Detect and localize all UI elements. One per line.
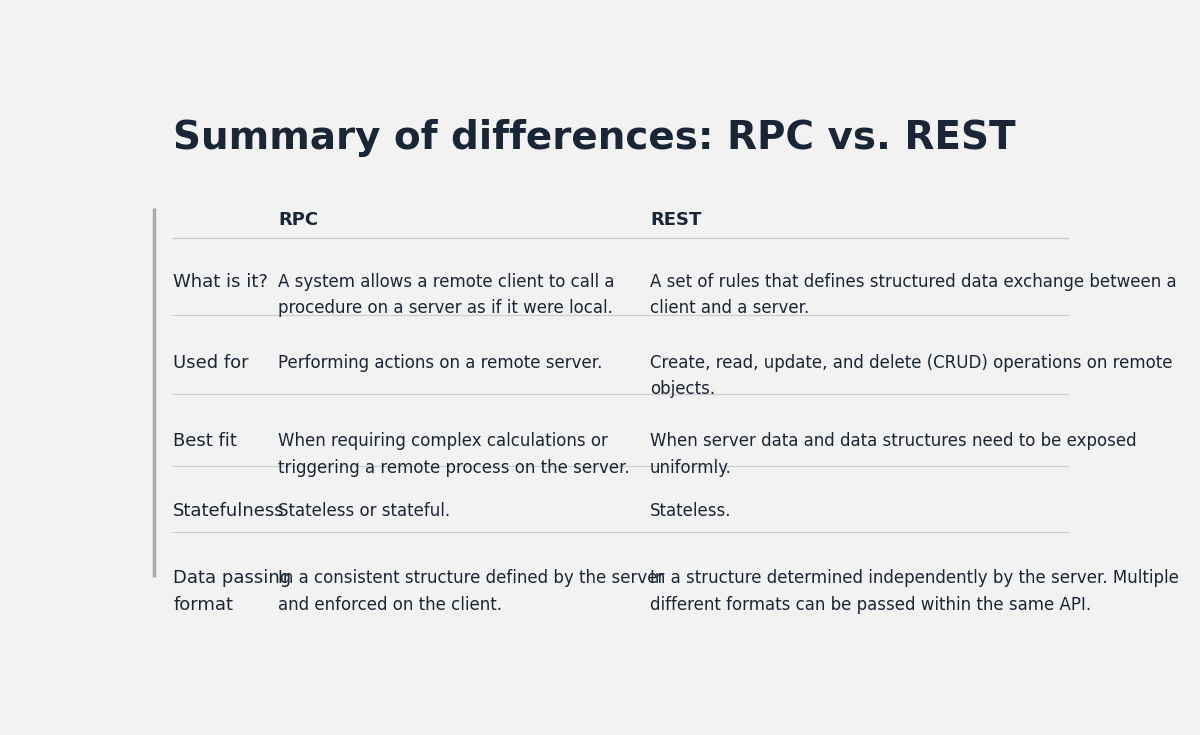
Text: When server data and data structures need to be exposed
uniformly.: When server data and data structures nee…	[650, 432, 1136, 477]
Text: Stateless or stateful.: Stateless or stateful.	[278, 503, 450, 520]
Text: What is it?: What is it?	[173, 273, 268, 291]
Text: In a structure determined independently by the server. Multiple
different format: In a structure determined independently …	[650, 570, 1178, 614]
Text: Performing actions on a remote server.: Performing actions on a remote server.	[278, 354, 602, 372]
Text: A system allows a remote client to call a
procedure on a server as if it were lo: A system allows a remote client to call …	[278, 273, 614, 318]
Text: Statefulness: Statefulness	[173, 503, 284, 520]
Text: Best fit: Best fit	[173, 432, 238, 451]
Text: RPC: RPC	[278, 212, 318, 229]
Text: Used for: Used for	[173, 354, 248, 372]
Text: REST: REST	[650, 212, 701, 229]
Text: When requiring complex calculations or
triggering a remote process on the server: When requiring complex calculations or t…	[278, 432, 630, 477]
Text: Data passing
format: Data passing format	[173, 570, 292, 614]
Text: Stateless.: Stateless.	[650, 503, 731, 520]
Text: In a consistent structure defined by the server
and enforced on the client.: In a consistent structure defined by the…	[278, 570, 665, 614]
Text: Summary of differences: RPC vs. REST: Summary of differences: RPC vs. REST	[173, 119, 1016, 157]
Text: A set of rules that defines structured data exchange between a
client and a serv: A set of rules that defines structured d…	[650, 273, 1176, 318]
Text: Create, read, update, and delete (CRUD) operations on remote
objects.: Create, read, update, and delete (CRUD) …	[650, 354, 1172, 398]
